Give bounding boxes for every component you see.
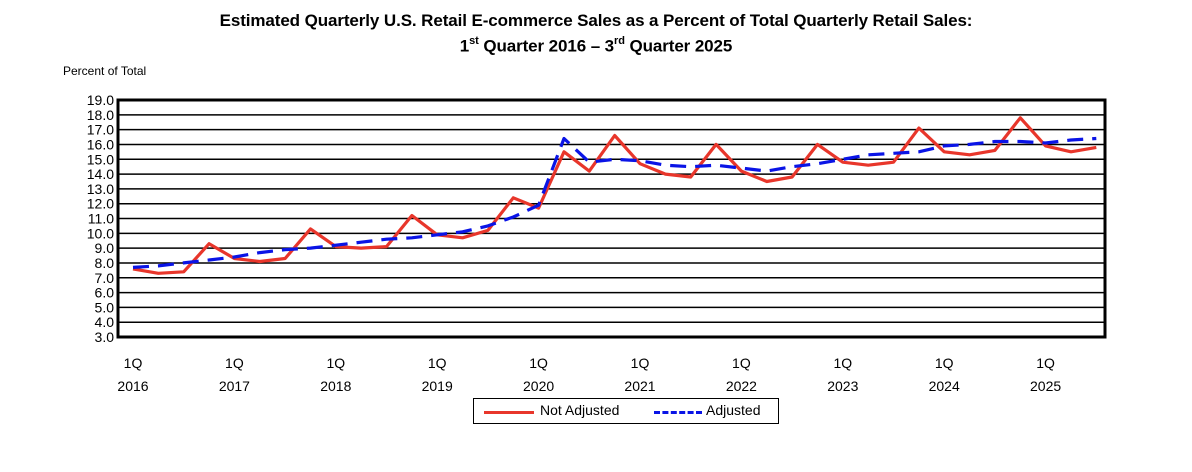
title-sup-st: st (469, 35, 479, 47)
x-tick-quarter: 1Q (428, 355, 447, 371)
x-tick-year: 2023 (827, 378, 858, 394)
x-tick-year: 2018 (320, 378, 351, 394)
legend-swatch-not-adjusted (484, 411, 534, 414)
y-tick-label: 4.0 (95, 314, 115, 330)
x-tick-year: 2020 (523, 378, 554, 394)
x-tick-year: 2024 (929, 378, 960, 394)
plot-frame (116, 98, 1107, 339)
y-tick-label: 18.0 (87, 107, 114, 123)
x-tick-year: 2016 (117, 378, 148, 394)
chart-title-line-1: Estimated Quarterly U.S. Retail E-commer… (219, 11, 973, 30)
y-tick-label: 16.0 (87, 136, 114, 152)
y-tick-label: 10.0 (87, 225, 114, 241)
y-tick-label: 19.0 (87, 92, 114, 108)
title-part-c: Quarter 2025 (624, 36, 733, 56)
x-axis-ticks: 1Q 2016 1Q 2017 1Q 2018 1Q 2019 1Q 2020 1Q 2021 1Q 20… (117, 355, 1061, 394)
x-tick-quarter: 1Q (732, 355, 751, 371)
y-tick-label: 13.0 (87, 181, 114, 197)
y-tick-label: 9.0 (95, 240, 115, 256)
x-tick-quarter: 1Q (631, 355, 650, 371)
x-tick-quarter: 1Q (935, 355, 954, 371)
x-tick-quarter: 1Q (833, 355, 852, 371)
y-tick-label: 12.0 (87, 196, 114, 212)
x-tick-quarter: 1Q (529, 355, 548, 371)
gridlines (118, 99, 1105, 338)
series-line-adjusted (132, 136, 1097, 269)
x-tick-year: 2019 (422, 378, 453, 394)
legend: Not Adjusted Adjusted (473, 398, 779, 424)
y-tick-label: 14.0 (87, 166, 114, 182)
x-tick-year: 2017 (219, 378, 250, 394)
y-tick-label: 7.0 (95, 270, 115, 286)
legend-label-adjusted: Adjusted (706, 402, 761, 418)
y-axis-ticks: 3.04.05.06.07.08.09.010.011.012.013.014.… (87, 92, 114, 345)
y-tick-label: 5.0 (95, 299, 115, 315)
x-tick-year: 2022 (726, 378, 757, 394)
y-tick-label: 8.0 (95, 255, 115, 271)
series-line-not-adjusted (132, 116, 1097, 275)
x-tick-quarter: 1Q (326, 355, 345, 371)
title-sup-rd: rd (614, 35, 625, 47)
x-tick-year: 2025 (1030, 378, 1061, 394)
y-axis-label: Percent of Total (63, 64, 147, 78)
x-tick-quarter: 1Q (225, 355, 244, 371)
y-tick-label: 6.0 (95, 285, 115, 301)
y-tick-label: 11.0 (88, 211, 114, 227)
chart-title-line-2: 1st Quarter 2016 – 3rd Quarter 2025 (0, 35, 1192, 57)
x-tick-quarter: 1Q (124, 355, 143, 371)
legend-label-not-adjusted: Not Adjusted (540, 402, 620, 418)
x-tick-quarter: 1Q (1036, 355, 1055, 371)
y-tick-label: 17.0 (87, 122, 114, 138)
title-part-a: 1 (459, 36, 470, 56)
legend-swatch-adjusted (654, 411, 702, 414)
title-part-b: Quarter 2016 – 3 (478, 36, 615, 56)
y-tick-label: 3.0 (95, 329, 115, 345)
x-tick-year: 2021 (624, 378, 655, 394)
series-layer (132, 116, 1097, 275)
y-tick-label: 15.0 (87, 151, 114, 167)
